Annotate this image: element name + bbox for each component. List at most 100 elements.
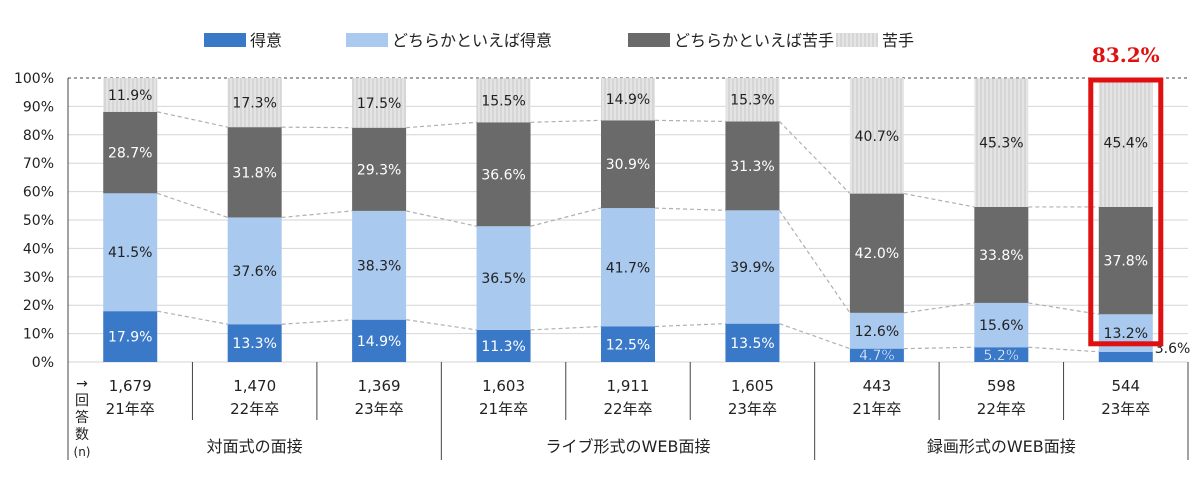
row-label-char: 答 <box>75 409 89 426</box>
bar-value-label: 41.5% <box>108 245 152 261</box>
bar-value-label: 15.6% <box>979 318 1023 334</box>
y-tick-label: 30% <box>23 270 54 286</box>
bar-segment <box>974 78 1029 207</box>
bar-value-label: 13.2% <box>1104 326 1148 342</box>
bar-value-label: 4.7% <box>859 348 895 364</box>
connector-line <box>406 121 477 129</box>
highlight-box <box>1088 77 1164 347</box>
y-tick-label: 70% <box>23 156 54 172</box>
connector-line <box>530 207 602 227</box>
bar-value-label: 17.9% <box>108 330 152 346</box>
bar-segment <box>1098 78 1153 207</box>
row-label-char: 回 <box>75 393 89 409</box>
highlight-label: 83.2% <box>1092 43 1160 67</box>
bar-segment <box>103 78 158 112</box>
bar-value-label: 31.8% <box>232 165 276 181</box>
row-label-char: 数 <box>75 427 89 443</box>
group-label: 録画形式のWEB面接 <box>927 437 1076 456</box>
connector-line <box>530 325 602 331</box>
bar-segment <box>725 78 780 122</box>
bar-value-label: 11.9% <box>108 88 152 104</box>
row-label-char: (n) <box>74 445 91 459</box>
bar-value-label: 31.3% <box>730 159 774 175</box>
bar-value-label: 41.7% <box>606 260 650 276</box>
bar-segment <box>601 208 655 327</box>
bar-segment <box>974 347 1029 362</box>
legend-swatch <box>836 33 878 47</box>
bar-segment <box>352 78 407 128</box>
bar-value-label: 15.3% <box>730 93 774 109</box>
y-tick-label: 20% <box>23 298 54 314</box>
bar-value-label: 45.4% <box>1104 135 1148 151</box>
bar-segment <box>476 78 531 123</box>
bar-value-label: 14.9% <box>606 92 650 108</box>
group-label: ライブ形式のWEB面接 <box>546 437 711 456</box>
category-year: 22年卒 <box>230 400 279 418</box>
category-count: 1,470 <box>233 377 276 395</box>
bar-value-label: 13.3% <box>232 336 276 352</box>
connector-line <box>281 126 353 129</box>
bar-segment <box>352 319 407 362</box>
legend-swatch <box>346 33 388 47</box>
connector-line <box>281 210 353 219</box>
category-year: 23年卒 <box>355 400 404 418</box>
bar-value-label: 12.5% <box>606 337 650 353</box>
connector-line <box>157 310 228 325</box>
bar-segment <box>103 311 158 362</box>
connector-line <box>1028 302 1099 315</box>
y-tick-label: 50% <box>23 213 54 229</box>
bar-value-label: 30.9% <box>606 157 650 173</box>
bar-value-label: 36.5% <box>481 271 525 287</box>
bar-segment <box>352 210 407 320</box>
connector-line <box>281 319 353 325</box>
bar-value-label: 36.6% <box>481 167 525 183</box>
y-tick-label: 10% <box>23 327 54 343</box>
connector-line <box>903 302 975 314</box>
bar-value-label: 37.8% <box>1104 254 1148 270</box>
category-count: 1,911 <box>607 377 650 395</box>
y-tick-label: 90% <box>23 99 54 115</box>
category-count: 544 <box>1111 377 1140 395</box>
y-tick-label: 100% <box>14 71 54 87</box>
category-year: 23年卒 <box>1101 400 1150 418</box>
category-year: 22年卒 <box>977 400 1026 418</box>
bar-value-label: 37.6% <box>232 264 276 280</box>
bar-segment <box>476 122 531 227</box>
category-year: 22年卒 <box>603 400 652 418</box>
y-tick-label: 0% <box>32 355 54 371</box>
connector-line <box>654 119 726 123</box>
bar-value-label: 13.5% <box>730 336 774 352</box>
bar-value-label: 39.9% <box>730 260 774 276</box>
connector-line <box>405 210 477 227</box>
category-year: 23年卒 <box>728 400 777 418</box>
y-tick-label: 80% <box>23 128 54 144</box>
connector-line <box>778 210 851 314</box>
y-tick-label: 60% <box>23 185 54 201</box>
bar-segment <box>476 329 531 362</box>
bar-value-label: 45.3% <box>979 136 1023 152</box>
legend-swatch <box>204 33 246 47</box>
bar-segment <box>849 312 904 349</box>
bar-segment <box>725 210 780 324</box>
group-label: 対面式の面接 <box>207 437 303 456</box>
bar-value-label: 15.5% <box>481 93 525 109</box>
bar-segment <box>725 323 780 362</box>
bar-value-label: 5.2% <box>984 348 1020 364</box>
bar-segment <box>227 78 282 128</box>
connector-line <box>406 319 477 331</box>
bar-value-label: 38.3% <box>357 258 401 274</box>
bar-segment <box>974 302 1029 348</box>
bar-segment <box>725 121 780 211</box>
bar-value-label: 42.0% <box>855 246 899 262</box>
bar-value-label: 29.3% <box>357 162 401 178</box>
connector-line <box>654 207 726 211</box>
legend-label: どちらかといえば得意 <box>392 31 552 50</box>
bar-value-label: 28.7% <box>108 146 152 162</box>
bar-segment <box>476 226 531 330</box>
bar-value-label: 17.3% <box>232 96 276 112</box>
bar-segment <box>601 78 655 121</box>
connector-line <box>779 323 851 350</box>
bar-value-label: 40.7% <box>855 129 899 145</box>
legend-label: 苦手 <box>882 31 914 50</box>
